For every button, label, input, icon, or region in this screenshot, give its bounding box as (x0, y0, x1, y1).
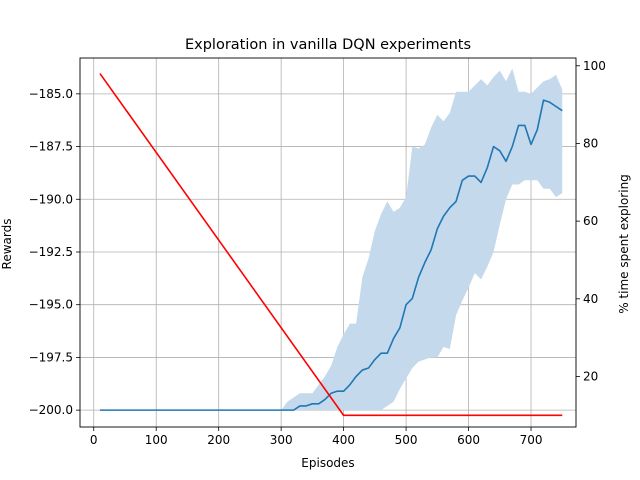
y2-tick-label: 60 (583, 214, 598, 228)
y-tick-label: −190.0 (29, 192, 73, 206)
x-axis-label: Episodes (301, 456, 354, 470)
y-tick-label: −200.0 (29, 403, 73, 417)
exploration-line (99, 73, 563, 417)
y2-axis-label: % time spent exploring (617, 174, 631, 314)
y-tick-label: −197.5 (29, 350, 73, 364)
y2-tick-label: 80 (583, 136, 598, 150)
x-tick-label: 100 (145, 433, 168, 447)
x-tick-label: 400 (332, 433, 355, 447)
y2-tick-label: 20 (583, 370, 598, 384)
y-tick-label: −192.5 (29, 245, 73, 259)
y-tick-label: −187.5 (29, 140, 73, 154)
ticks: 0 100 200 300 400 500 600 700 −200.0 −197.5 −195.0… (29, 59, 606, 447)
plot-area-border (79, 57, 577, 428)
y2-tick-label: 40 (583, 292, 598, 306)
chart-title: Exploration in vanilla DQN experiments (185, 37, 471, 53)
y-tick-label: −185.0 (29, 87, 73, 101)
y-axis-label: Rewards (0, 219, 14, 270)
x-tick-label: 300 (270, 433, 293, 447)
y-tick-label: −195.0 (29, 298, 73, 312)
series-layer (99, 73, 563, 417)
x-tick-label: 0 (90, 433, 98, 447)
y2-tick-label: 100 (583, 59, 606, 73)
x-tick-label: 200 (207, 433, 230, 447)
reward-line (99, 99, 563, 411)
x-tick-label: 700 (520, 433, 543, 447)
reward-band-layer (99, 68, 563, 411)
x-tick-label: 500 (395, 433, 418, 447)
x-tick-label: 600 (457, 433, 480, 447)
reward-confidence-band (99, 68, 563, 411)
plot-frame (79, 57, 577, 428)
